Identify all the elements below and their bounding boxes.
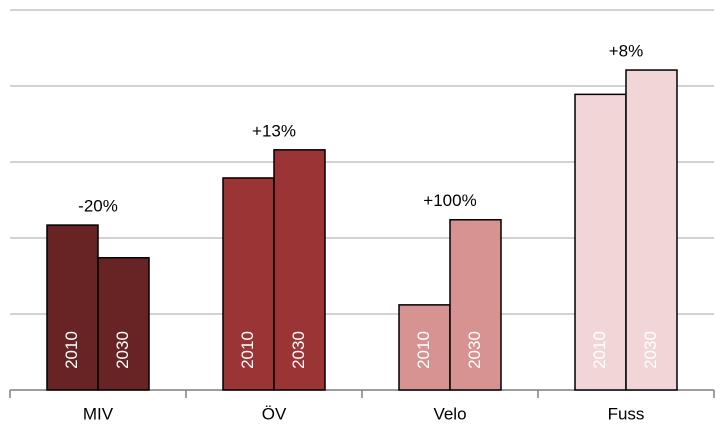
bar xyxy=(97,257,150,391)
bar xyxy=(222,177,275,391)
bar-series-label: 2010 xyxy=(238,331,257,369)
bar xyxy=(449,219,502,391)
change-annotation: +100% xyxy=(423,191,476,210)
x-tick-label: MIV xyxy=(83,404,114,423)
bar-series-label: 2010 xyxy=(414,331,433,369)
bar xyxy=(625,69,678,391)
bar xyxy=(574,93,627,391)
bar-series-label: 2030 xyxy=(641,331,660,369)
change-annotation: +13% xyxy=(252,121,296,140)
x-tick-label: Velo xyxy=(433,404,466,423)
x-tick-label: ÖV xyxy=(262,404,287,423)
bar-series-label: 2010 xyxy=(62,331,81,369)
change-annotation: +8% xyxy=(609,42,644,61)
bar xyxy=(273,149,326,391)
change-annotation: -20% xyxy=(78,197,118,216)
bar-series-label: 2030 xyxy=(465,331,484,369)
bar-series-label: 2030 xyxy=(289,331,308,369)
bar xyxy=(398,304,451,391)
bar-series-label: 2030 xyxy=(113,331,132,369)
bar-series-label: 2010 xyxy=(590,331,609,369)
bar xyxy=(46,224,99,391)
x-tick-label: Fuss xyxy=(608,404,645,423)
